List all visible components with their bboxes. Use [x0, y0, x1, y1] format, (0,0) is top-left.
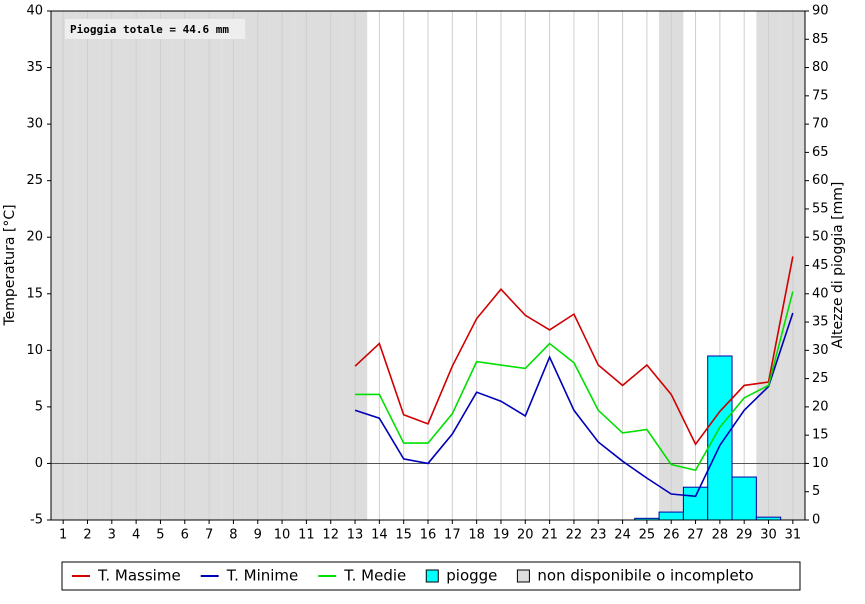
y2-tick-label: 60	[812, 173, 829, 188]
x-tick-label: 31	[785, 528, 802, 543]
legend-label: non disponibile o incompleto	[537, 567, 753, 585]
legend-label: T. Massime	[97, 567, 181, 585]
plot-frame	[50, 10, 806, 521]
x-tick-label: 11	[298, 528, 315, 543]
x-tick-label: 1	[59, 528, 67, 543]
y2-tick-label: 30	[812, 343, 829, 358]
x-tick-label: 25	[639, 528, 656, 543]
rain-bar	[682, 486, 709, 521]
x-tick-label: 14	[371, 528, 388, 543]
y2-tick-label: 10	[812, 456, 829, 471]
y-tick-label: 10	[26, 343, 43, 358]
x-tick-label: 13	[347, 528, 364, 543]
x-tick-label: 24	[614, 528, 631, 543]
y2-tick-label: 50	[812, 230, 829, 245]
rain-bar	[658, 511, 684, 521]
y2-tick-label: 15	[812, 428, 829, 443]
rain-bar	[731, 476, 757, 521]
y2-tick-label: 5	[812, 484, 820, 499]
x-tick-label: 23	[590, 528, 607, 543]
y2-tick-label: 80	[812, 60, 829, 75]
temperature-line	[354, 256, 794, 446]
legend-label: piogge	[446, 567, 497, 585]
y2-tick-label: 45	[812, 258, 829, 273]
rain-bar	[707, 355, 733, 521]
y-tick-label: 25	[26, 173, 43, 188]
x-tick-label: 4	[132, 528, 140, 543]
x-tick-label: 7	[205, 528, 213, 543]
x-tick-label: 15	[395, 528, 412, 543]
y-tick-label: 30	[26, 117, 43, 132]
legend-swatch	[425, 569, 439, 583]
annotation-box	[65, 19, 245, 39]
x-tick-label: 29	[736, 528, 753, 543]
y-tick-label: 15	[26, 286, 43, 301]
y-tick-label: 20	[26, 230, 43, 245]
x-tick-label: 2	[83, 528, 91, 543]
x-tick-label: 9	[254, 528, 262, 543]
x-tick-label: 16	[420, 528, 437, 543]
y2-tick-label: 35	[812, 315, 829, 330]
y2-tick-label: 65	[812, 145, 829, 160]
x-tick-label: 26	[663, 528, 680, 543]
x-tick-label: 17	[444, 528, 461, 543]
x-tick-label: 3	[108, 528, 116, 543]
y2-tick-label: 75	[812, 88, 829, 103]
x-tick-label: 20	[517, 528, 534, 543]
y-tick-label: -5	[30, 513, 43, 528]
y2-tick-label: 25	[812, 371, 829, 386]
y-tick-label: 35	[26, 60, 43, 75]
x-tick-label: 27	[687, 528, 704, 543]
x-tick-label: 5	[156, 528, 164, 543]
x-tick-label: 10	[274, 528, 291, 543]
x-tick-label: 30	[760, 528, 777, 543]
legend-swatch	[516, 569, 530, 583]
x-tick-label: 6	[181, 528, 189, 543]
y2-axis-label: Altezze di pioggia [mm]	[830, 182, 846, 349]
y2-tick-label: 90	[812, 4, 829, 19]
x-tick-label: 8	[229, 528, 237, 543]
y2-tick-label: 85	[812, 32, 829, 47]
x-tick-label: 28	[712, 528, 729, 543]
legend-label: T. Minime	[226, 567, 299, 585]
y2-tick-label: 20	[812, 399, 829, 414]
y2-tick-label: 0	[812, 513, 820, 528]
temperature-line	[355, 291, 794, 472]
y-axis-label: Temperatura [°C]	[2, 204, 18, 326]
y-tick-label: 5	[35, 399, 43, 414]
temperature-line	[354, 312, 794, 498]
x-tick-label: 19	[493, 528, 510, 543]
y2-tick-label: 40	[812, 286, 829, 301]
y-tick-label: 0	[35, 456, 43, 471]
x-tick-label: 12	[322, 528, 339, 543]
y2-tick-label: 55	[812, 201, 829, 216]
annotation: Pioggia totale = 44.6 mm	[70, 23, 229, 36]
x-tick-label: 18	[468, 528, 485, 543]
y-tick-label: 40	[26, 4, 43, 19]
legend-label: T. Medie	[343, 567, 406, 585]
x-tick-label: 22	[566, 528, 583, 543]
y2-tick-label: 70	[812, 117, 829, 132]
x-tick-label: 21	[541, 528, 558, 543]
